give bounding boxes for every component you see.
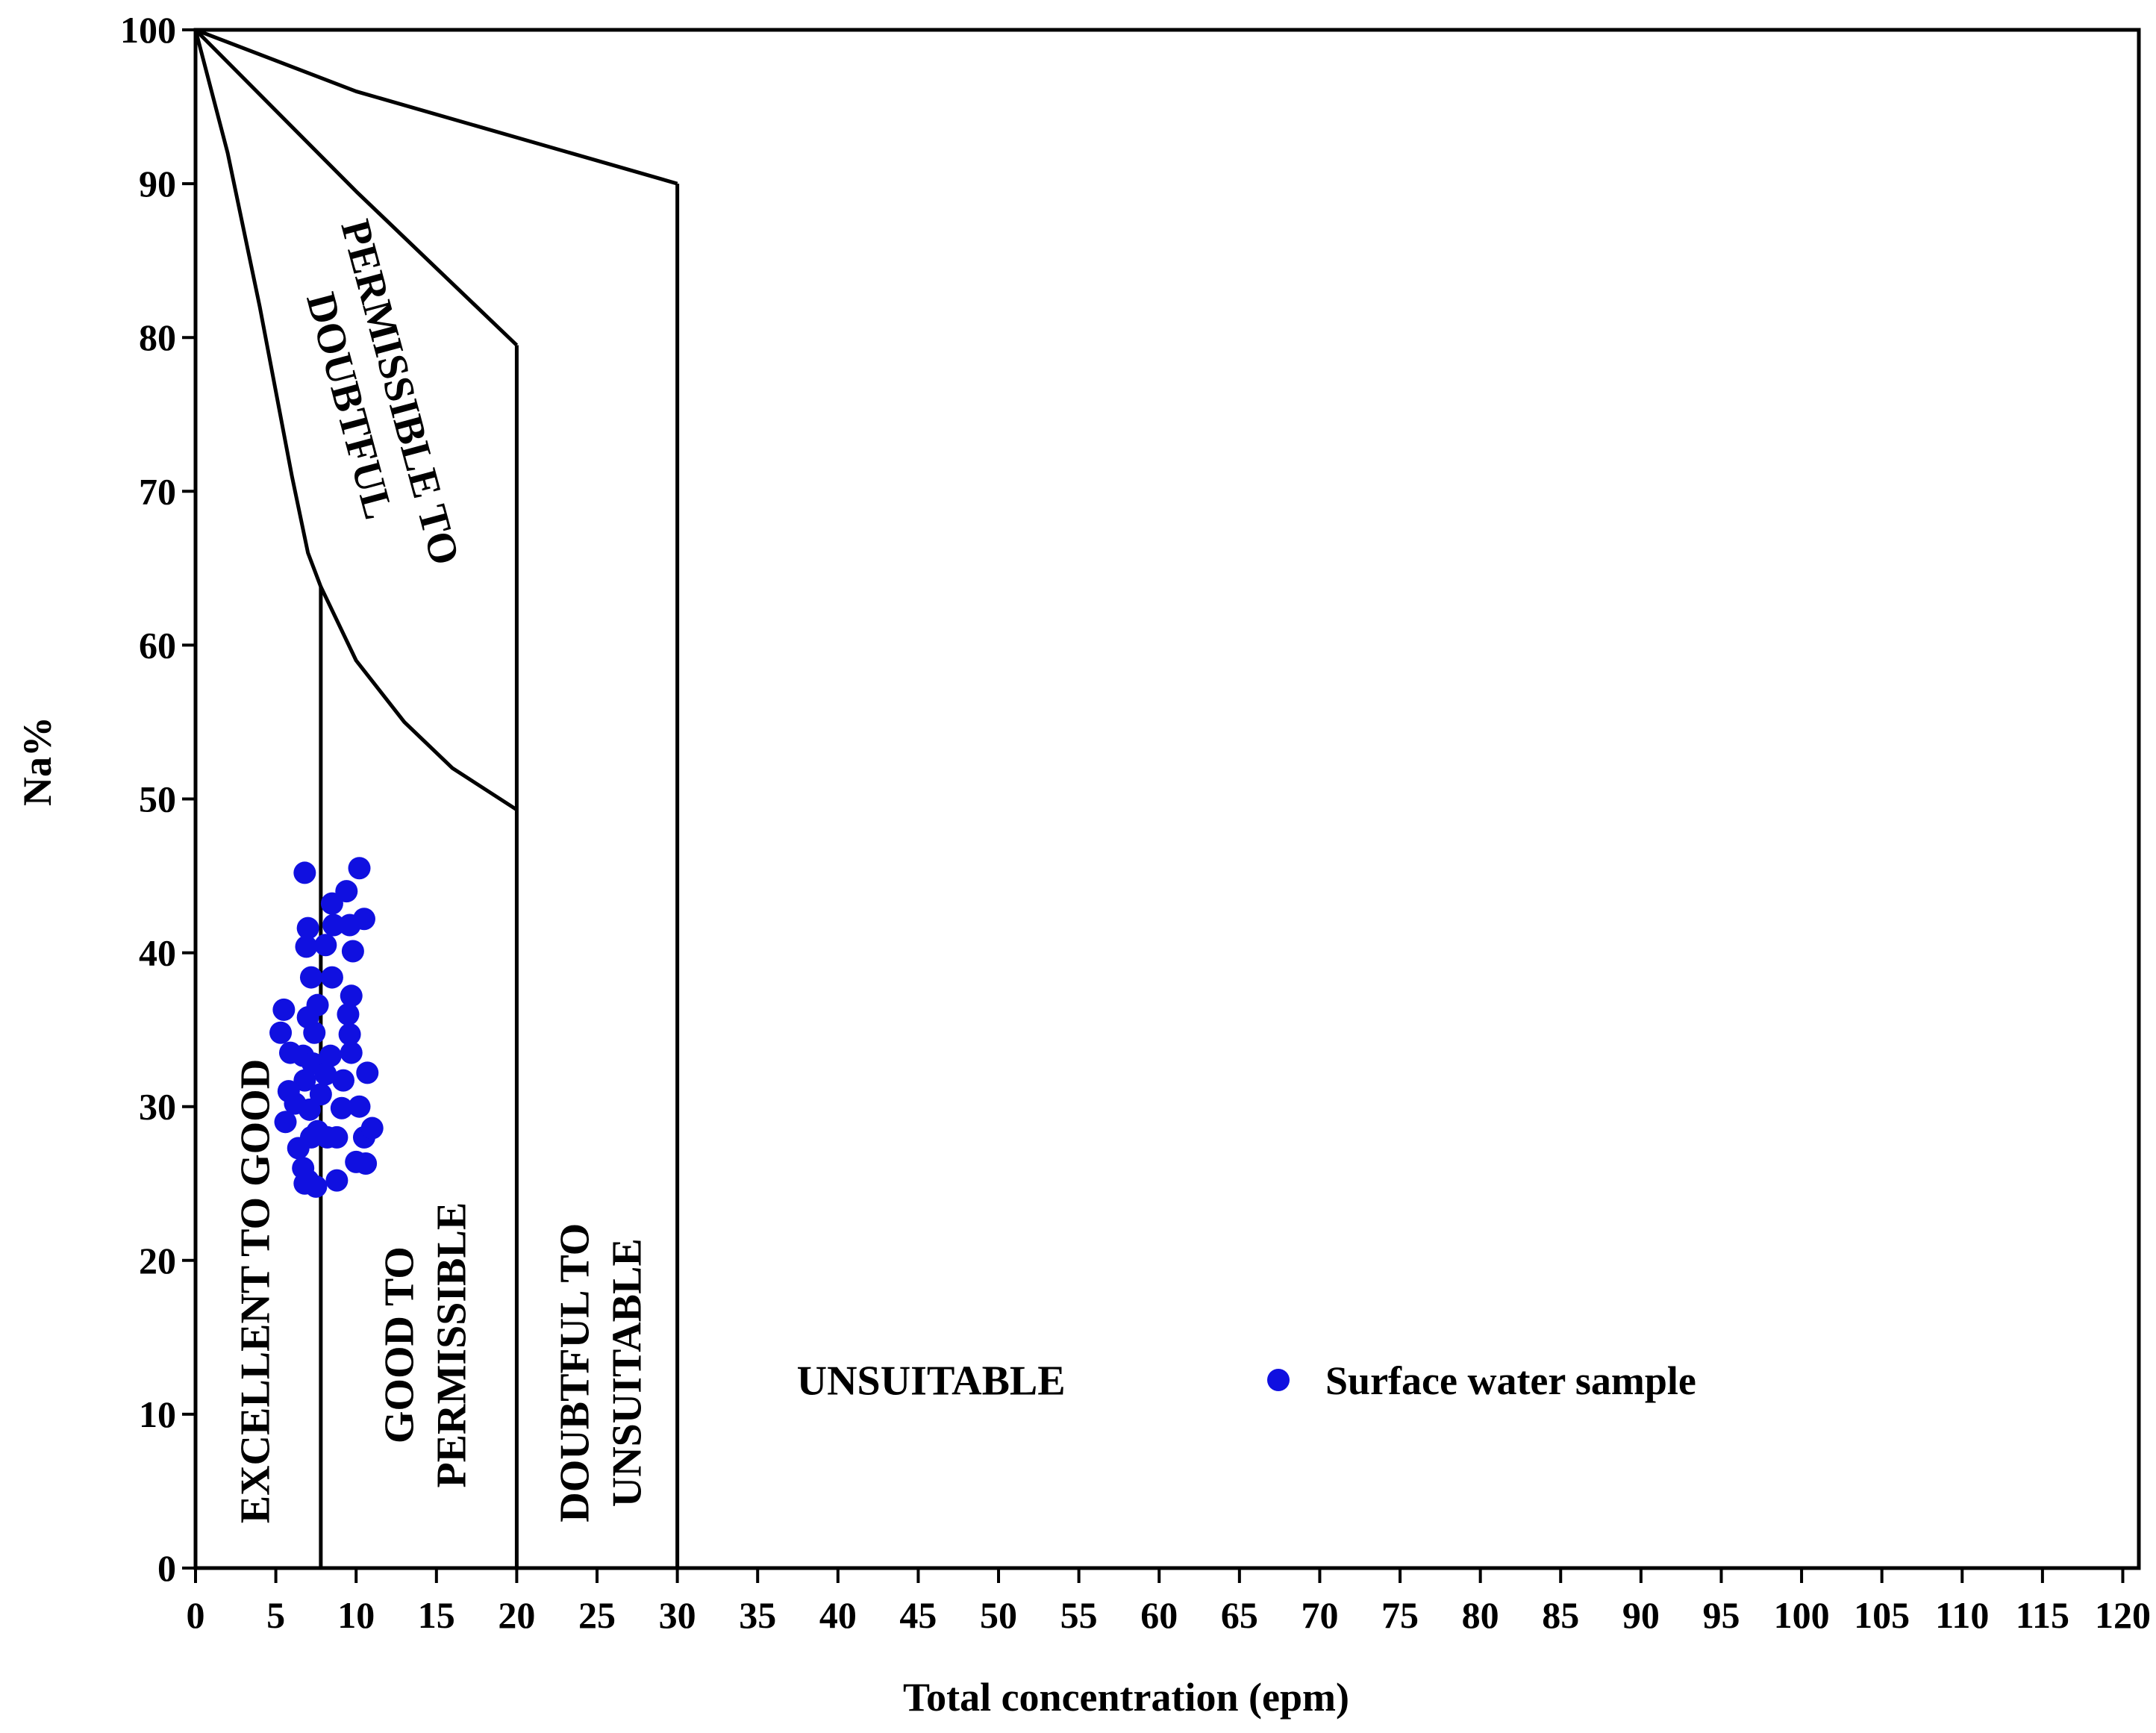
sample-point xyxy=(303,1021,326,1044)
sample-point xyxy=(319,1044,342,1067)
sample-point xyxy=(293,1172,316,1195)
x-tick-label: 50 xyxy=(980,1594,1017,1636)
x-tick-label: 60 xyxy=(1140,1594,1178,1636)
y-tick-label: 30 xyxy=(139,1086,176,1128)
y-tick-label: 20 xyxy=(139,1240,176,1281)
sample-point xyxy=(338,1022,361,1046)
x-tick-label: 25 xyxy=(578,1594,616,1636)
sample-point xyxy=(340,1041,363,1064)
region-label: GOOD TO PERMISSIBLE xyxy=(377,1202,475,1488)
sample-point xyxy=(354,1152,378,1175)
x-tick-label: 95 xyxy=(1702,1594,1740,1636)
x-tick-label: 10 xyxy=(337,1594,375,1636)
sample-point xyxy=(274,1111,297,1134)
sample-point xyxy=(348,1095,371,1118)
y-tick-label: 10 xyxy=(139,1393,176,1435)
y-tick-label: 90 xyxy=(139,163,176,204)
sample-point xyxy=(309,1083,332,1106)
legend: Surface water sample xyxy=(1267,1358,1696,1403)
x-tick-label: 100 xyxy=(1774,1594,1830,1636)
sample-point xyxy=(295,935,318,958)
sample-point xyxy=(356,1061,379,1084)
sample-point xyxy=(269,1021,293,1044)
sample-point xyxy=(348,857,371,880)
x-tick-label: 45 xyxy=(899,1594,937,1636)
sample-point xyxy=(337,1003,360,1026)
sample-point xyxy=(287,1137,310,1160)
boundary-curve-c xyxy=(195,28,678,186)
region-label: UNSUITABLE xyxy=(797,1358,1066,1405)
sample-point xyxy=(314,934,337,957)
plot-frame-layer xyxy=(193,28,2141,1570)
x-tick-label: 80 xyxy=(1462,1594,1499,1636)
boundary-curve-a xyxy=(193,29,323,587)
x-tick-label: 120 xyxy=(2095,1594,2151,1636)
y-tick-label: 60 xyxy=(139,624,176,666)
sample-point xyxy=(296,917,319,940)
x-tick-label: 35 xyxy=(739,1594,776,1636)
x-tick-label: 105 xyxy=(1854,1594,1910,1636)
sample-point xyxy=(331,1069,354,1092)
sample-point xyxy=(320,966,343,989)
data-points xyxy=(269,857,384,1198)
x-tick-label: 70 xyxy=(1301,1594,1338,1636)
y-tick-label: 70 xyxy=(139,470,176,512)
sample-point xyxy=(341,940,364,963)
x-tick-label: 85 xyxy=(1542,1594,1579,1636)
x-tick-label: 40 xyxy=(819,1594,857,1636)
x-tick-label: 75 xyxy=(1381,1594,1419,1636)
x-tick-label: 30 xyxy=(659,1594,696,1636)
boundary-curve-d xyxy=(319,586,518,812)
x-axis-title: Total concentration (epm) xyxy=(903,1675,1349,1720)
y-tick-label: 80 xyxy=(139,316,176,358)
sample-point xyxy=(325,1125,349,1149)
sample-point xyxy=(293,861,316,884)
sample-point xyxy=(360,1117,384,1140)
sample-point xyxy=(314,1063,337,1086)
x-tick-label: 0 xyxy=(187,1594,205,1636)
sample-point xyxy=(340,984,363,1008)
sample-point xyxy=(298,1098,321,1121)
boundary-curve-b xyxy=(194,28,519,347)
y-tick-label: 40 xyxy=(139,932,176,974)
x-tick-label: 15 xyxy=(418,1594,455,1636)
y-tick-label: 100 xyxy=(120,9,176,51)
x-tick-label: 110 xyxy=(1935,1594,1989,1636)
sample-point xyxy=(299,966,322,989)
sample-point xyxy=(320,892,343,915)
sample-point xyxy=(325,1169,349,1192)
x-tick-label: 115 xyxy=(2016,1594,2069,1636)
sample-point xyxy=(338,914,361,937)
region-label: EXCELLENT TO GOOD xyxy=(233,1059,279,1523)
region-label: DOUBTFUL TO UNSUITABLE xyxy=(552,1223,650,1523)
sample-point xyxy=(330,1096,353,1120)
legend-label: Surface water sample xyxy=(1325,1358,1696,1403)
x-tick-label: 90 xyxy=(1622,1594,1660,1636)
sample-point xyxy=(293,1069,316,1092)
y-axis-title: Na% xyxy=(15,716,60,806)
plot-border xyxy=(193,28,2141,1570)
axis-ticks: 0 5 10 15 20 25 30 35 40 45 50 55 60 65 70 75 80 85 90 95 10… xyxy=(120,9,2151,1636)
legend-marker xyxy=(1267,1369,1290,1391)
y-tick-label: 0 xyxy=(157,1547,176,1589)
sample-point xyxy=(322,914,346,937)
x-tick-label: 5 xyxy=(266,1594,285,1636)
x-tick-label: 55 xyxy=(1060,1594,1098,1636)
x-tick-label: 20 xyxy=(498,1594,535,1636)
sample-point xyxy=(272,998,296,1021)
x-tick-label: 65 xyxy=(1221,1594,1258,1636)
y-tick-label: 50 xyxy=(139,778,176,820)
